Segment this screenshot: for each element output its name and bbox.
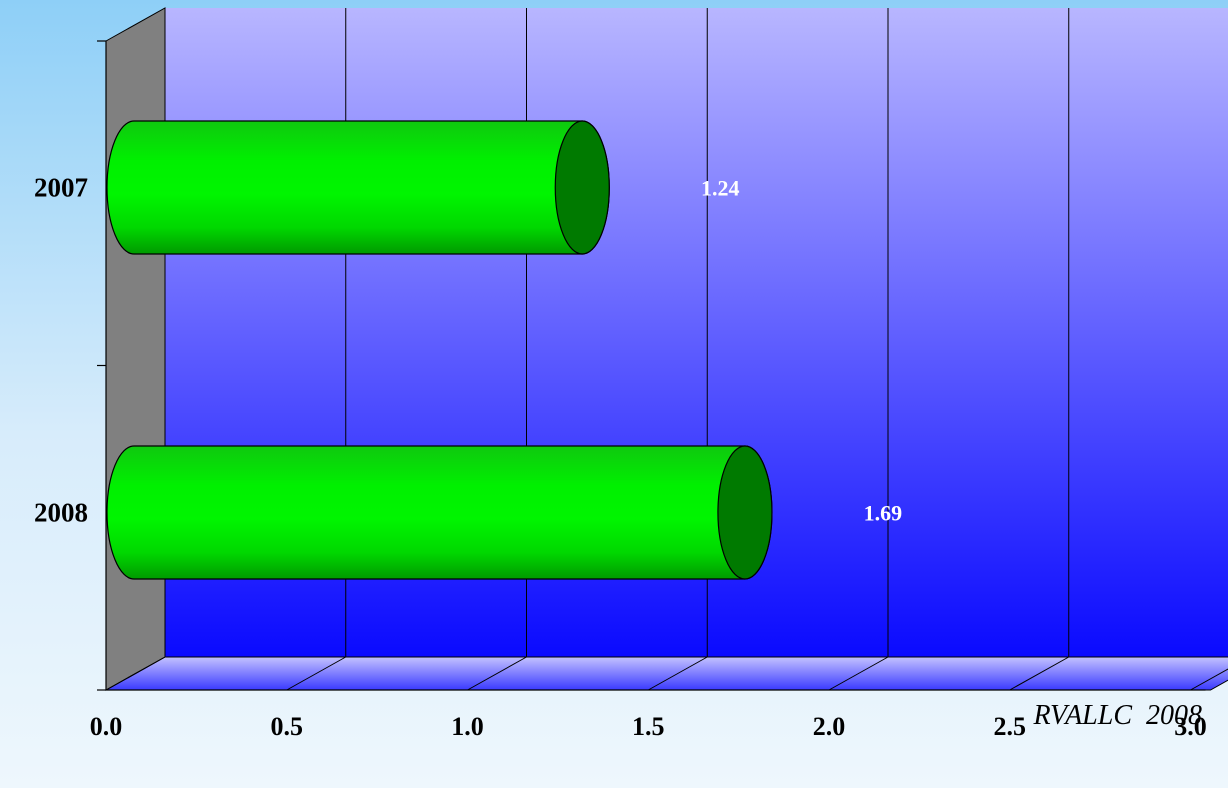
x-tick-label: 2.0 <box>813 712 846 741</box>
x-tick-label: 1.0 <box>451 712 484 741</box>
x-tick-label: 1.5 <box>632 712 665 741</box>
x-tick-label: 0.0 <box>90 712 123 741</box>
data-label: 1.69 <box>864 501 903 526</box>
x-tick-label: 3.0 <box>1174 712 1207 741</box>
bar-cap <box>717 445 773 580</box>
chart-labels: 0.0 0.5 1.0 1.5 2.0 2.5 3.0 2007 1.24 2008 1.69 <box>34 173 1207 742</box>
chart-axes <box>97 40 1206 691</box>
bar-cap <box>554 120 610 255</box>
chart-bars <box>106 120 773 580</box>
floor-gridline <box>828 656 889 691</box>
category-label: 2008 <box>34 498 88 528</box>
credit-text: RVALLC 2008 <box>1033 700 1202 731</box>
data-label: 1.24 <box>701 176 740 201</box>
floor-gridline <box>467 656 527 691</box>
floor-gridline <box>648 656 708 691</box>
side-wall <box>105 7 166 691</box>
floor-gridline <box>1009 656 1069 691</box>
floor-gridline <box>286 656 346 691</box>
bar-body <box>106 445 773 580</box>
bar-2007 <box>106 120 610 255</box>
x-tick-label: 2.5 <box>994 712 1027 741</box>
floor-gridline <box>105 656 166 691</box>
chart-walls <box>104 7 1228 691</box>
x-tick-label: 0.5 <box>271 712 304 741</box>
floor-gridline <box>1190 668 1228 691</box>
category-label: 2007 <box>34 173 88 203</box>
bar-body <box>106 120 610 255</box>
bar-2008 <box>106 445 773 580</box>
